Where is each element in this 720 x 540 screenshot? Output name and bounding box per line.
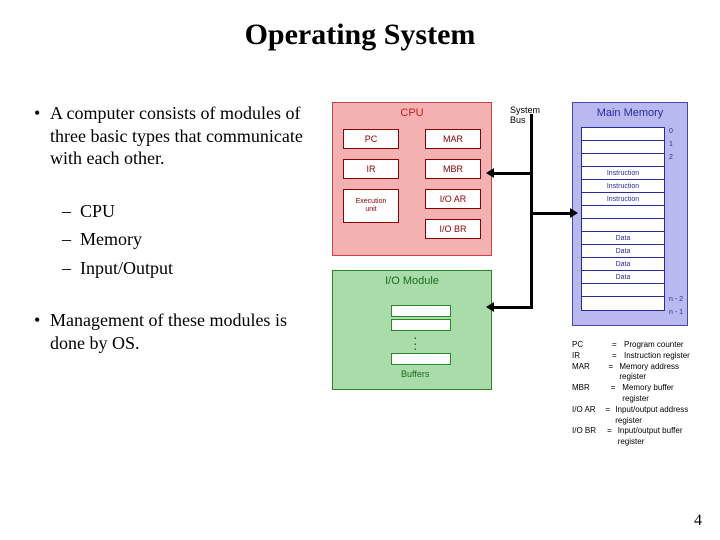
architecture-diagram: CPU PC MAR IR MBR Executionunit I/O AR I… (310, 102, 700, 442)
mem-cell (582, 297, 664, 310)
reg-mbr: MBR (425, 159, 481, 179)
io-module-label: I/O Module (333, 275, 491, 287)
legend-eq: = (605, 405, 615, 427)
sub-bullets: CPU Memory Input/Output (62, 200, 310, 280)
legend-val: Input/output address register (615, 405, 700, 427)
bus-to-cpu (493, 172, 533, 175)
cpu-label: CPU (333, 107, 491, 119)
sub-cpu: CPU (62, 200, 310, 223)
legend-eq: = (612, 351, 624, 362)
page-number: 4 (694, 512, 702, 530)
legend-eq: = (611, 383, 623, 405)
legend-key: MBR (572, 383, 611, 405)
mem-idx-2: 2 (669, 154, 673, 161)
arrow-icon (486, 168, 494, 178)
reg-iobr: I/O BR (425, 219, 481, 239)
legend-row: MBR=Memory buffer register (572, 383, 700, 405)
mem-idx-0: 0 (669, 128, 673, 135)
slide-title: Operating System (0, 0, 720, 52)
legend-eq: = (607, 426, 618, 448)
bus-to-io (493, 306, 533, 309)
io-buffers-label: Buffers (401, 369, 429, 379)
io-module-block: I/O Module ··· Buffers (332, 270, 492, 390)
cpu-block: CPU PC MAR IR MBR Executionunit I/O AR I… (332, 102, 492, 256)
diagram-column: CPU PC MAR IR MBR Executionunit I/O AR I… (310, 102, 700, 442)
mem-cell: Data (582, 271, 664, 284)
mem-cell: Instruction (582, 167, 664, 180)
reg-mar: MAR (425, 129, 481, 149)
legend-row: I/O AR=Input/output address register (572, 405, 700, 427)
arrow-icon (570, 208, 578, 218)
mem-cell (582, 154, 664, 167)
legend-row: I/O BR=Input/output buffer register (572, 426, 700, 448)
legend-eq: = (608, 362, 619, 384)
mem-cell (582, 128, 664, 141)
exec-unit: Executionunit (343, 189, 399, 223)
legend-key: MAR (572, 362, 608, 384)
memory-block: Main Memory Instruction Instruction Inst… (572, 102, 688, 326)
mem-cell (582, 219, 664, 232)
reg-pc: PC (343, 129, 399, 149)
legend-val: Memory buffer register (622, 383, 700, 405)
io-buf-2 (391, 319, 451, 331)
memory-label: Main Memory (573, 107, 687, 119)
legend-row: PC=Program counter (572, 340, 700, 351)
sub-memory: Memory (62, 228, 310, 251)
legend-row: MAR=Memory address register (572, 362, 700, 384)
legend-row: IR=Instruction register (572, 351, 700, 362)
io-buf-1 (391, 305, 451, 317)
legend-val: Input/output buffer register (618, 426, 700, 448)
mem-cell (582, 284, 664, 297)
legend-val: Program counter (624, 340, 684, 351)
mem-idx-n1: n - 1 (669, 309, 683, 316)
bullet-1: A computer consists of modules of three … (30, 102, 310, 170)
io-buf-3 (391, 353, 451, 365)
legend-key: PC (572, 340, 612, 351)
sub-io: Input/Output (62, 257, 310, 280)
memory-cells: Instruction Instruction Instruction Data… (581, 127, 665, 311)
mem-cell: Data (582, 232, 664, 245)
mem-idx-1: 1 (669, 141, 673, 148)
text-column: A computer consists of modules of three … (30, 102, 310, 442)
io-buf-dots: ··· (413, 335, 417, 352)
legend: PC=Program counter IR=Instruction regist… (572, 340, 700, 448)
arrow-icon (486, 302, 494, 312)
reg-ir: IR (343, 159, 399, 179)
mem-idx-n2: n - 2 (669, 296, 683, 303)
legend-eq: = (612, 340, 624, 351)
legend-key: I/O AR (572, 405, 605, 427)
mem-cell (582, 141, 664, 154)
mem-cell: Instruction (582, 193, 664, 206)
bus-label: SystemBus (510, 106, 540, 126)
bus-to-memory (532, 212, 572, 215)
bullet-2: Management of these modules is done by O… (30, 309, 310, 354)
reg-ioar: I/O AR (425, 189, 481, 209)
mem-cell: Data (582, 258, 664, 271)
legend-val: Instruction register (624, 351, 690, 362)
legend-key: I/O BR (572, 426, 607, 448)
mem-cell: Data (582, 245, 664, 258)
mem-cell: Instruction (582, 180, 664, 193)
mem-cell (582, 206, 664, 219)
slide-body: A computer consists of modules of three … (0, 52, 720, 442)
legend-val: Memory address register (619, 362, 700, 384)
legend-key: IR (572, 351, 612, 362)
